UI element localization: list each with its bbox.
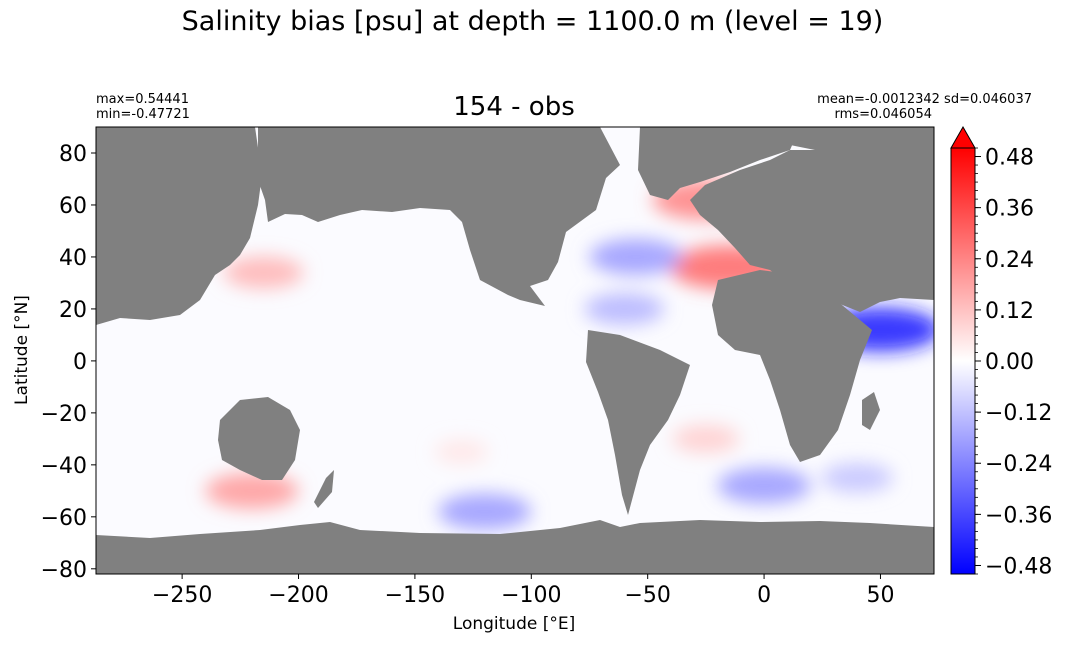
y-tick-label: −60 bbox=[41, 506, 87, 531]
x-tick-label: −250 bbox=[152, 583, 212, 608]
y-tick-label: 60 bbox=[59, 194, 87, 219]
x-axis-label: Longitude [°E] bbox=[452, 614, 576, 634]
map-area bbox=[96, 127, 934, 574]
bias-feature-11 bbox=[821, 463, 894, 493]
land-antarctica bbox=[96, 520, 934, 574]
land-new-zealand bbox=[314, 470, 334, 508]
bias-feature-5 bbox=[434, 439, 489, 464]
y-axis: −80 −60 −40 −20 0 20 40 60 80 bbox=[41, 142, 96, 583]
land-eurasia-west bbox=[96, 127, 262, 325]
land-australia bbox=[218, 397, 300, 480]
stats-mean-sd: mean=-0.0012342 sd=0.046037 bbox=[817, 92, 1032, 107]
land-south-america bbox=[586, 330, 690, 515]
colorbar-tick-label: −0.36 bbox=[985, 503, 1052, 528]
colorbar-tick-label: 0.24 bbox=[985, 248, 1034, 273]
colorbar-ticks: −0.48 −0.36 −0.24 −0.12 0.00 0.12 0.24 0.36 0.48 bbox=[975, 146, 1052, 579]
colorbar-tick-label: −0.24 bbox=[985, 452, 1052, 477]
colorbar-tick-label: 0.12 bbox=[985, 299, 1034, 324]
stats-rms: rms=0.046054 bbox=[834, 107, 932, 122]
colorbar-extend-arrow bbox=[950, 125, 976, 149]
colorbar-gradient bbox=[951, 148, 975, 574]
land-africa bbox=[712, 270, 872, 462]
land-madagascar bbox=[862, 392, 880, 430]
bias-feature-2 bbox=[589, 238, 683, 275]
y-tick-label: −20 bbox=[41, 402, 87, 427]
x-tick-label: −50 bbox=[624, 583, 670, 608]
y-tick-label: 40 bbox=[59, 246, 87, 271]
colorbar-tick-label: 0.36 bbox=[985, 197, 1034, 222]
land-eurasia bbox=[690, 127, 934, 312]
x-tick-label: −200 bbox=[268, 583, 328, 608]
bias-feature-3 bbox=[584, 292, 665, 325]
y-tick-label: 0 bbox=[73, 350, 87, 375]
bias-feature-7 bbox=[717, 467, 811, 504]
plot-frame bbox=[95, 126, 935, 575]
colorbar: −0.48 −0.36 −0.24 −0.12 0.00 0.12 0.24 0.36 0.48 bbox=[950, 125, 1052, 579]
axes-title: 154 - obs bbox=[453, 92, 575, 122]
x-axis: −250 −200 −150 −100 −50 0 50 bbox=[152, 574, 894, 608]
bias-feature-8 bbox=[672, 424, 740, 453]
colorbar-tick-label: 0.48 bbox=[985, 146, 1034, 171]
y-tick-label: −80 bbox=[41, 558, 87, 583]
stats-max: max=0.54441 bbox=[96, 92, 189, 107]
land-greenland bbox=[638, 127, 800, 200]
y-tick-label: −40 bbox=[41, 454, 87, 479]
land-mask bbox=[96, 127, 934, 574]
bias-feature-4 bbox=[223, 256, 304, 289]
colorbar-tick-label: 0.00 bbox=[985, 350, 1034, 375]
x-tick-label: 0 bbox=[757, 583, 771, 608]
y-tick-label: 80 bbox=[59, 142, 87, 167]
x-tick-label: −100 bbox=[501, 583, 561, 608]
stats-min: min=-0.47721 bbox=[96, 107, 190, 122]
colorbar-tick-label: −0.12 bbox=[985, 401, 1052, 426]
x-tick-label: −150 bbox=[385, 583, 445, 608]
x-tick-label: 50 bbox=[866, 583, 894, 608]
bias-feature-6 bbox=[438, 493, 532, 530]
bias-feature-10 bbox=[205, 472, 299, 509]
y-tick-label: 20 bbox=[59, 298, 87, 323]
colorbar-tick-label: −0.48 bbox=[985, 554, 1052, 579]
land-north-america bbox=[258, 127, 620, 306]
figure-suptitle: Salinity bias [psu] at depth = 1100.0 m … bbox=[181, 6, 884, 37]
